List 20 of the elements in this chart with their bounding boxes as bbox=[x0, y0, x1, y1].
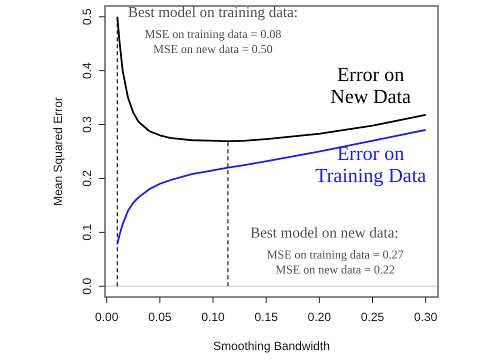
x-tick-label: 0.20 bbox=[308, 310, 332, 324]
y-axis-title: Mean Squared Error bbox=[51, 97, 65, 206]
y-tick-label: 0.1 bbox=[80, 224, 94, 241]
x-tick-label: 0.00 bbox=[95, 310, 119, 324]
x-tick-label: 0.05 bbox=[148, 310, 172, 324]
x-tick-label: 0.10 bbox=[201, 310, 226, 324]
x-tick-label: 0.30 bbox=[414, 310, 438, 324]
annotation: Best model on new data: MSE on training data = 0.27 MSE on new data = 0.22 bbox=[250, 226, 404, 277]
annotation: Best model on training data: MSE on training data = 0.08 MSE on new data = 0.50 bbox=[128, 4, 298, 56]
series-label: Error on Training Data bbox=[315, 142, 426, 187]
y-tick-label: 0.0 bbox=[80, 278, 94, 295]
y-tick-label: 0.4 bbox=[80, 62, 94, 80]
x-tick-label: 0.15 bbox=[254, 310, 278, 324]
y-tick-label: 0.3 bbox=[80, 116, 94, 133]
series-label: Error on New Data bbox=[330, 64, 412, 108]
y-tick-label: 0.5 bbox=[80, 8, 94, 26]
y-tick-label: 0.2 bbox=[80, 170, 94, 187]
line-series bbox=[116, 129, 427, 246]
x-tick-label: 0.25 bbox=[360, 310, 385, 324]
x-axis-title: Smoothing Bandwidth bbox=[213, 339, 330, 353]
